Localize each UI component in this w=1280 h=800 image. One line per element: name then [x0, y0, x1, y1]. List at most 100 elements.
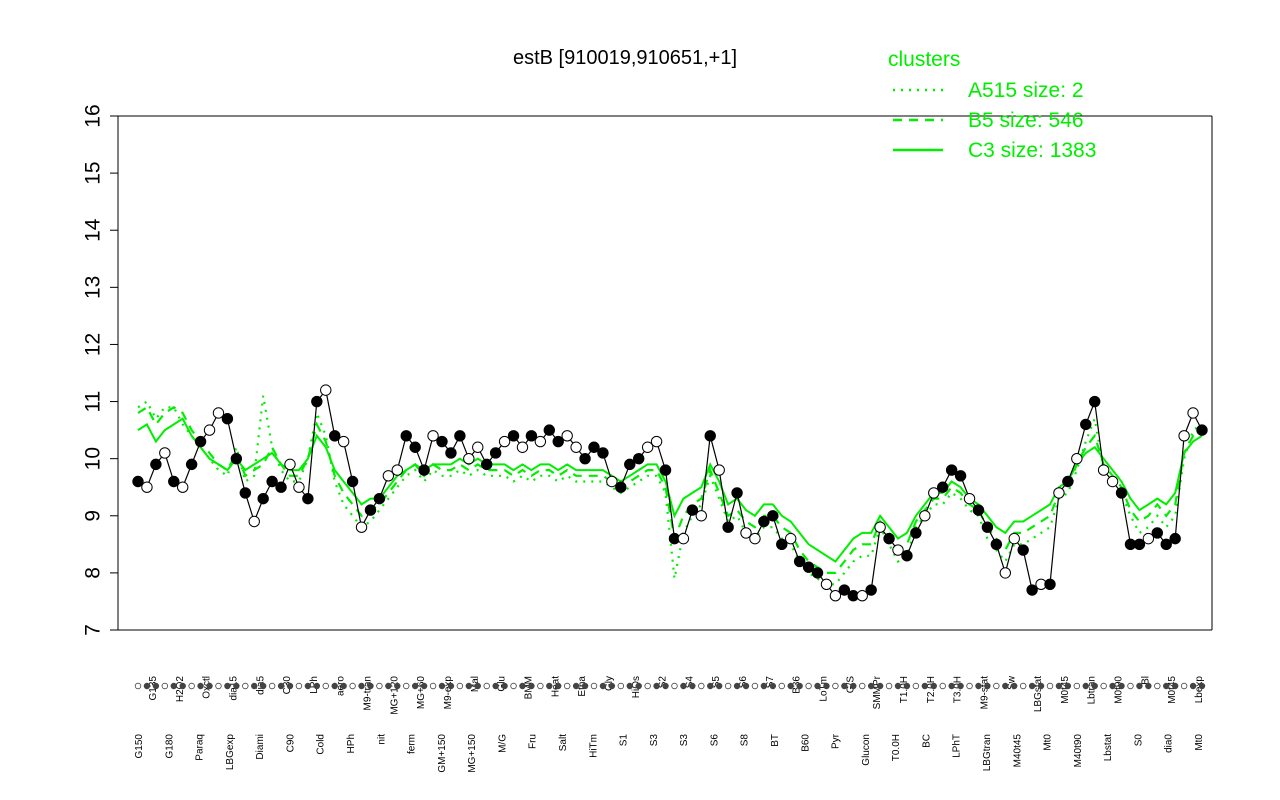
- x-tick-marker: [850, 682, 857, 690]
- x-tick-marker: [242, 682, 249, 690]
- y-tick-label: 9: [82, 510, 105, 522]
- data-point: [901, 550, 913, 562]
- data-point: [498, 435, 511, 448]
- x-tick-marker: [1109, 682, 1116, 690]
- x-tick-marker: [823, 682, 830, 690]
- x-tick-label: T2.0H: [926, 676, 937, 703]
- x-tick-label: LBGexp: [225, 734, 236, 771]
- x-tick-marker: [680, 682, 687, 690]
- data-point: [284, 458, 296, 471]
- x-tick-label: Gly: [604, 676, 615, 691]
- x-tick-marker: [1019, 682, 1027, 690]
- x-tick-marker: [322, 682, 329, 690]
- data-point: [1053, 487, 1065, 499]
- x-tick-marker: [1118, 682, 1125, 690]
- data-point: [999, 567, 1011, 579]
- data-point: [266, 475, 278, 488]
- cluster-lines: [137, 395, 1203, 586]
- data-point: [534, 435, 547, 448]
- data-point: [579, 452, 591, 465]
- x-tick-marker: [617, 682, 625, 690]
- x-tick-marker: [1136, 682, 1143, 690]
- data-point: [1142, 532, 1155, 545]
- x-tick-marker: [170, 682, 177, 690]
- data-point: [722, 521, 734, 533]
- data-point: [248, 515, 260, 528]
- y-tick-label: 10: [82, 447, 105, 470]
- data-point: [945, 464, 958, 476]
- x-tick-marker: [894, 682, 902, 690]
- x-tick-marker: [233, 682, 240, 690]
- x-tick-marker: [1073, 682, 1081, 690]
- x-tick-label: Diami: [255, 734, 266, 760]
- data-point: [382, 470, 395, 482]
- data-point: [1115, 487, 1128, 499]
- x-tick-marker: [760, 682, 768, 690]
- legend-entry: A515 size: 2: [968, 79, 1084, 102]
- data-point: [1196, 424, 1208, 436]
- x-tick-marker: [456, 682, 464, 690]
- data-point: [525, 430, 538, 442]
- x-tick-marker: [698, 682, 705, 690]
- expression-line: [137, 388, 1203, 597]
- data-point: [311, 395, 323, 408]
- x-tick-label: Lbtran: [1087, 676, 1098, 704]
- data-point: [141, 481, 153, 493]
- x-tick-label: HPh: [346, 734, 357, 753]
- data-point: [650, 435, 663, 448]
- data-point: [954, 470, 967, 482]
- x-tick-labels: G135H2O2Oxctldia15dia5C30LPhaeroM9-tranM…: [134, 675, 1206, 773]
- x-tick-label: G180: [164, 734, 175, 759]
- x-tick-marker: [724, 682, 732, 690]
- x-tick-marker: [1198, 682, 1206, 690]
- data-point: [865, 584, 877, 596]
- data-point: [346, 475, 359, 488]
- data-point: [713, 464, 725, 476]
- x-tick-marker: [635, 682, 642, 690]
- data-point: [570, 441, 582, 453]
- data-point: [659, 464, 672, 476]
- data-point: [454, 430, 466, 442]
- data-point: [1151, 527, 1163, 539]
- x-tick-marker: [671, 682, 678, 690]
- x-tick-marker: [733, 682, 741, 690]
- x-tick-label: Salt: [558, 734, 569, 751]
- data-point: [159, 447, 171, 459]
- y-tick-label: 14: [82, 218, 105, 242]
- legend-entry: B5 size: 546: [968, 109, 1084, 132]
- data-point: [1133, 538, 1146, 551]
- x-tick-label: Sw: [1006, 675, 1017, 690]
- x-tick-label: S6: [709, 734, 720, 747]
- x-tick-marker: [152, 682, 160, 690]
- x-tick-marker: [429, 682, 437, 690]
- x-tick-marker: [537, 682, 544, 690]
- x-tick-marker: [814, 682, 821, 690]
- x-tick-marker: [1171, 682, 1179, 690]
- x-tick-label: G150: [134, 734, 145, 759]
- data-point: [132, 475, 144, 488]
- x-tick-marker: [295, 682, 303, 690]
- data-point: [561, 430, 573, 442]
- x-tick-label: LPhT: [952, 734, 963, 758]
- x-tick-marker: [259, 682, 267, 690]
- x-tick-marker: [528, 682, 535, 690]
- data-point: [749, 532, 761, 545]
- x-tick-marker: [1091, 682, 1098, 690]
- x-tick-marker: [438, 682, 446, 690]
- x-tick-marker: [626, 682, 633, 690]
- x-tick-label: M9-exp: [443, 676, 454, 710]
- data-points: [132, 384, 1208, 602]
- data-point: [337, 435, 350, 448]
- x-tick-label: LBGstat: [1033, 676, 1044, 712]
- x-tick-marker: [1154, 682, 1161, 690]
- x-tick-label: M0t45: [1060, 676, 1071, 704]
- data-point: [588, 441, 600, 453]
- data-point: [615, 481, 627, 493]
- data-point: [776, 538, 788, 551]
- x-tick-label: Lbstat: [1103, 734, 1114, 761]
- x-tick-marker: [367, 682, 374, 690]
- data-point: [740, 527, 752, 539]
- data-point: [1044, 578, 1056, 591]
- x-tick-marker: [224, 682, 231, 690]
- x-tick-marker: [411, 682, 419, 690]
